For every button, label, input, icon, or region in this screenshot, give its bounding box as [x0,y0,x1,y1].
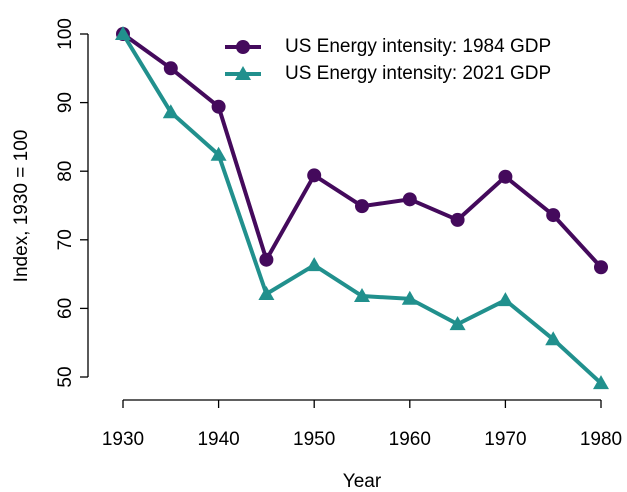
legend-label: US Energy intensity: 1984 GDP [285,36,551,57]
marker [162,104,179,119]
marker [497,292,514,307]
y-axis-label: Index, 1930 = 100 [11,130,32,283]
marker [210,146,227,161]
x-tick-label: 1940 [197,429,239,450]
marker [450,212,465,227]
y-tick-label: 70 [55,229,76,250]
marker [402,192,417,207]
y-tick-label: 60 [55,298,76,319]
marker [498,169,513,184]
y-tick-label: 100 [55,18,76,50]
marker [545,331,562,346]
marker [259,252,274,267]
x-tick-label: 1960 [389,429,431,450]
y-tick-label: 90 [55,92,76,113]
y-tick-label: 50 [55,366,76,387]
x-axis-label: Year [343,471,382,492]
x-tick-label: 1950 [293,429,335,450]
marker [236,40,250,54]
y-tick-label: 80 [55,161,76,182]
marker [355,199,369,214]
marker [593,375,609,390]
legend-label: US Energy intensity: 2021 GDP [285,63,551,84]
marker [594,260,608,275]
marker [546,208,561,223]
marker [306,257,323,272]
marker [401,290,418,305]
x-tick-label: 1980 [580,429,622,450]
marker [258,285,275,300]
marker [115,26,131,40]
x-tick-label: 1930 [102,429,144,450]
x-tick-label: 1970 [484,429,526,450]
marker [211,99,226,114]
marker [307,168,322,183]
marker [235,66,251,80]
marker [163,61,178,76]
marker [354,288,370,303]
marker [449,316,466,331]
